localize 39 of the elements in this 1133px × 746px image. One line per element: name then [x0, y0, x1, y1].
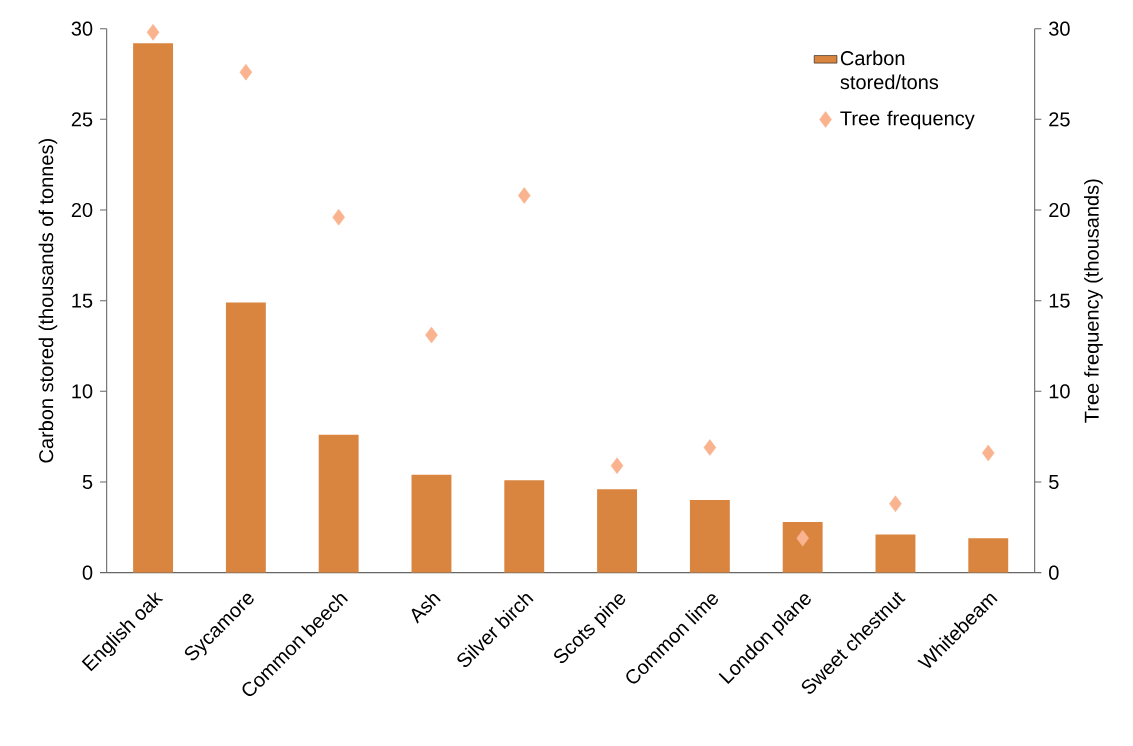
y-tick-label: 5 [82, 475, 93, 489]
point [425, 326, 438, 344]
y-tick-label: 30 [71, 21, 93, 36]
point [889, 495, 902, 513]
y-axis-title: Carbon stored (thousands of tonnes) [38, 139, 58, 463]
y-tick-label: 0 [82, 565, 93, 580]
legend-label: Tree frequency [840, 110, 975, 130]
point [239, 63, 253, 81]
y-tick-label: 20 [71, 202, 93, 218]
y-tick-label: 15 [72, 293, 93, 308]
bar [597, 489, 638, 573]
point [518, 187, 531, 204]
bar [782, 521, 823, 573]
point [332, 208, 345, 226]
y2-axis-title: Tree frequency (thousands) [1084, 179, 1103, 423]
point [146, 24, 160, 41]
y2-tick-label: 0 [1049, 565, 1059, 580]
bar [411, 474, 452, 573]
bar [133, 43, 174, 573]
bar [968, 538, 1009, 573]
bar [225, 302, 266, 573]
y2-tick-label: 30 [1049, 21, 1070, 36]
bar [504, 480, 545, 573]
bar [875, 534, 916, 573]
point [703, 439, 717, 456]
y-tick-label: 10 [72, 384, 93, 399]
legend-label: Carbon stored/tons [840, 50, 939, 90]
bar [689, 500, 730, 573]
x-tick-label: Ash [411, 593, 441, 624]
point [796, 529, 809, 547]
y2-tick-label: 5 [1049, 475, 1059, 489]
y2-tick-label: 25 [1049, 112, 1070, 127]
y-tick-label: 25 [71, 112, 93, 127]
y2-tick-label: 15 [1049, 293, 1070, 308]
y2-tick-label: 20 [1049, 202, 1070, 218]
bar [318, 434, 359, 573]
point [982, 444, 995, 462]
y2-tick-label: 10 [1049, 384, 1070, 399]
point [610, 457, 624, 474]
